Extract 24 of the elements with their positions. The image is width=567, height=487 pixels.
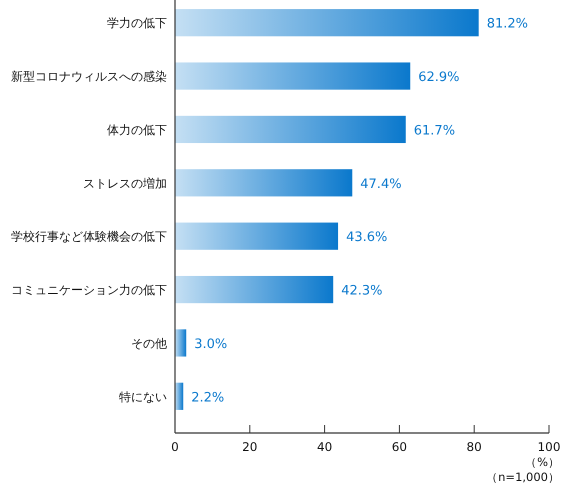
y-tick-label: 新型コロナウィルスへの感染 — [11, 70, 167, 84]
data-label: 42.3% — [341, 284, 383, 299]
x-tick-label: 100 — [538, 440, 560, 454]
y-tick-label: その他 — [131, 336, 167, 350]
y-tick-label: 学力の低下 — [107, 16, 167, 30]
x-tick-label: 0 — [171, 440, 179, 454]
y-tick-label: ストレスの増加 — [83, 176, 167, 190]
x-tick-label: 20 — [242, 440, 258, 454]
data-label: 43.6% — [346, 230, 388, 246]
text: （n=1,000） — [486, 470, 560, 484]
data-label: 61.7% — [414, 123, 456, 138]
y-tick-label: 体力の低下 — [107, 122, 167, 137]
y-tick-label: 特にない — [119, 390, 167, 404]
x-tick-label: 40 — [316, 440, 332, 454]
y-tick-label: 学校行事など体験機会の低下 — [11, 230, 167, 244]
x-axis-title: （%） — [525, 455, 560, 469]
x-tick-label: 60 — [392, 440, 408, 454]
data-label: 81.2% — [486, 16, 528, 32]
y-tick-label: コミュニケーション力の低下 — [11, 283, 167, 298]
x-tick-label: 80 — [466, 440, 482, 454]
data-label: 47.4% — [360, 176, 402, 192]
data-label: 62.9% — [418, 70, 460, 86]
data-label: 2.2% — [191, 390, 224, 406]
data-label: 3.0% — [194, 336, 228, 352]
